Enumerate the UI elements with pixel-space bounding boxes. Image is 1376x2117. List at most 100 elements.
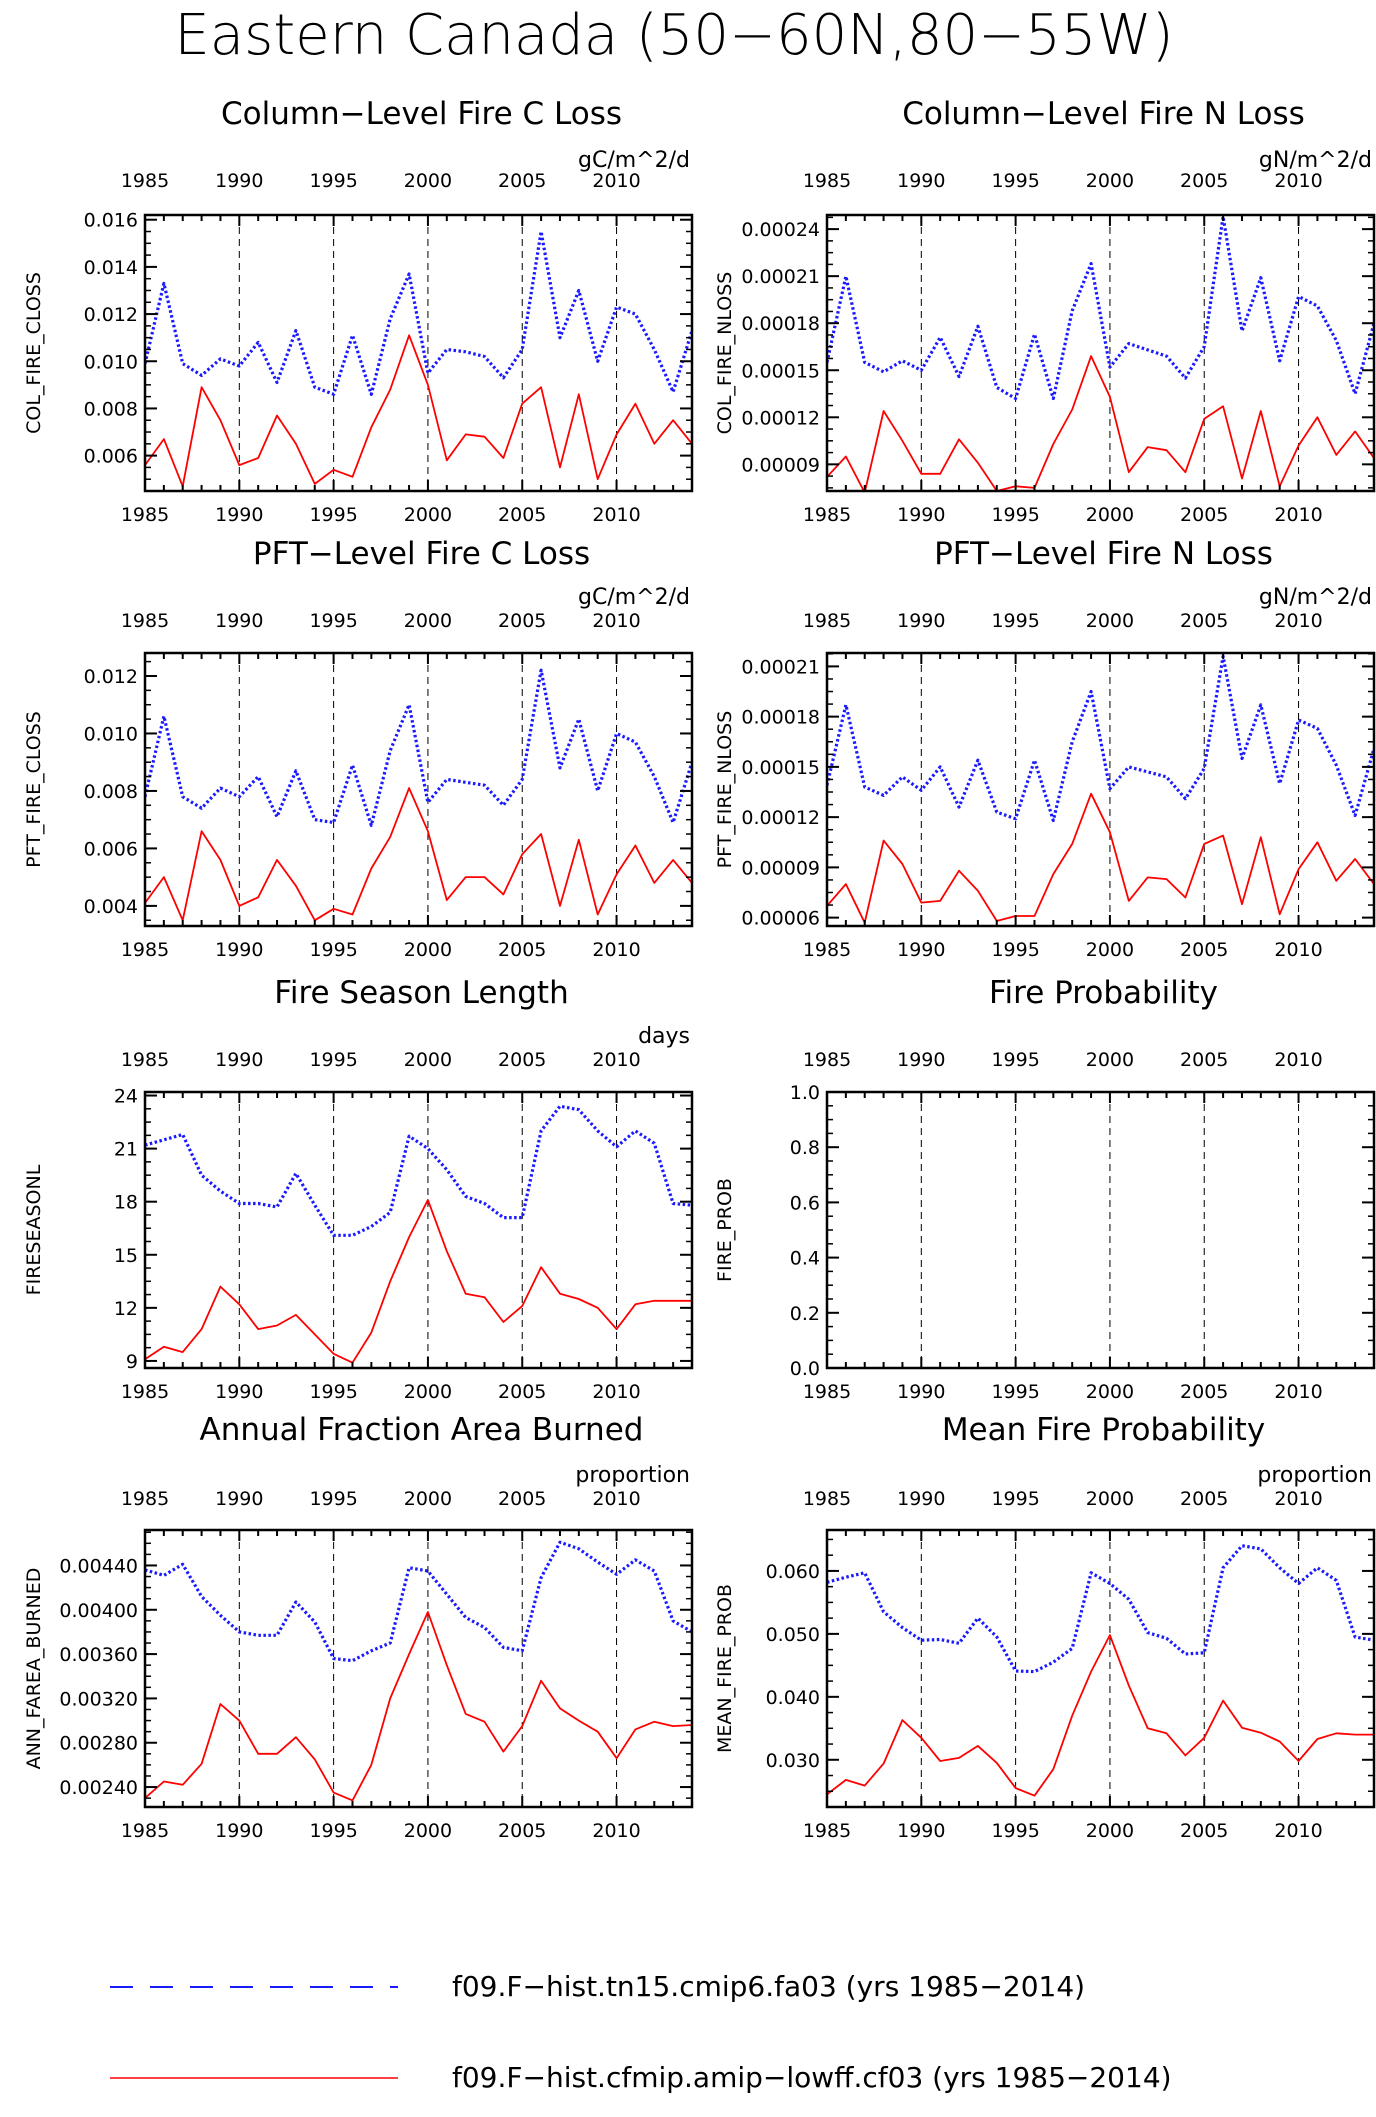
y-tick-label: 0.00024 [741,219,820,241]
x-tick-label-bottom: 2000 [404,1381,452,1403]
x-tick-label-bottom: 2005 [498,1381,546,1403]
series-line-fa03 [827,1544,1374,1674]
x-tick-label-top: 1990 [215,1049,263,1071]
x-tick-label-top: 2010 [1274,170,1322,192]
y-tick-label: 0.050 [766,1624,820,1646]
y-tick-label: 0.010 [84,351,138,373]
panel-units: proportion [575,1463,690,1488]
y-tick-label: 0.00400 [59,1600,138,1622]
y-tick-label: 0.00360 [59,1644,138,1666]
x-tick-label-top: 1990 [897,610,945,632]
x-tick-label-top: 1990 [897,1488,945,1510]
x-tick-label-bottom: 2005 [498,1820,546,1842]
x-tick-label-bottom: 1995 [991,1381,1039,1403]
panel-title: PFT−Level Fire C Loss [253,536,590,572]
x-tick-label-bottom: 1990 [897,504,945,526]
series-line-fa03 [145,668,692,828]
x-tick-label-top: 2010 [592,1488,640,1510]
x-tick-label-bottom: 1995 [309,1381,357,1403]
x-tick-label-top: 1990 [897,170,945,192]
x-tick-label-top: 2000 [1086,170,1134,192]
x-tick-label-bottom: 2000 [1086,939,1134,961]
x-tick-label-bottom: 2005 [1180,504,1228,526]
x-tick-label-top: 2010 [592,610,640,632]
series-line-fa03 [145,1540,692,1663]
y-tick-label: 0.6 [790,1192,820,1214]
x-tick-label-bottom: 2005 [1180,1820,1228,1842]
legend-label: f09.F−hist.tn15.cmip6.fa03 (yrs 1985−201… [452,1970,1085,2003]
x-tick-label-top: 2000 [404,1049,452,1071]
x-tick-label-top: 1995 [309,1488,357,1510]
x-tick-label-top: 1990 [897,1049,945,1071]
panel-title: Mean Fire Probability [942,1412,1265,1448]
x-tick-label-top: 1985 [803,1049,851,1071]
x-tick-label-top: 1995 [309,170,357,192]
y-tick-label: 24 [114,1086,138,1108]
y-tick-label: 0.014 [84,257,138,279]
panel-7: Annual Fraction Area Burned proportion 198… [23,1412,694,1842]
x-tick-label-bottom: 2000 [1086,1381,1134,1403]
x-tick-label-top: 1990 [215,170,263,192]
y-tick-label: 0.008 [84,398,138,420]
x-tick-label-top: 1985 [121,1049,169,1071]
panel-1: Column−Level Fire C Loss gC/m^2/d 1985 1985… [23,96,694,526]
x-tick-label-bottom: 1995 [309,504,357,526]
series-line-cf03 [827,792,1374,924]
x-tick-label-bottom: 1985 [121,939,169,961]
x-tick-label-bottom: 2000 [1086,504,1134,526]
x-tick-label-bottom: 1985 [803,1820,851,1842]
x-tick-label-top: 2000 [1086,1049,1134,1071]
x-tick-label-bottom: 2005 [1180,1381,1228,1403]
y-tick-label: 0.2 [790,1303,820,1325]
x-tick-label-bottom: 2010 [1274,1820,1322,1842]
x-tick-label-top: 2000 [1086,610,1134,632]
y-tick-label: 0.00440 [59,1555,138,1577]
x-tick-label-bottom: 2010 [1274,1381,1322,1403]
series-line-fa03 [145,1104,692,1237]
y-axis-label: FIRE_PROB [714,1178,736,1282]
series-line-cf03 [145,334,692,488]
panel-units: gC/m^2/d [578,585,690,610]
y-tick-label: 0.0 [790,1358,820,1380]
panel-5: Fire Season Length days 1985 1985 1990 1990 19… [23,975,694,1403]
x-tick-label-bottom: 1985 [121,1381,169,1403]
x-tick-label-bottom: 1990 [215,1381,263,1403]
y-tick-label: 9 [126,1351,138,1373]
y-tick-label: 0.00240 [59,1777,138,1799]
series-line-cf03 [827,1634,1374,1797]
panel-title: Column−Level Fire N Loss [902,96,1305,132]
y-axis-label: MEAN_FIRE_PROB [714,1584,736,1753]
legend-item-1: f09.F−hist.tn15.cmip6.fa03 (yrs 1985−201… [110,1970,1085,2003]
y-tick-label: 0.00018 [741,313,820,335]
x-tick-label-top: 2010 [592,170,640,192]
y-tick-label: 0.006 [84,838,138,860]
x-tick-label-bottom: 1990 [897,1381,945,1403]
x-tick-label-top: 1990 [215,610,263,632]
x-tick-label-bottom: 2005 [1180,939,1228,961]
x-tick-label-top: 2010 [1274,610,1322,632]
x-tick-label-top: 1995 [991,1488,1039,1510]
x-tick-label-bottom: 1985 [121,1820,169,1842]
panel-title: PFT−Level Fire N Loss [934,536,1273,572]
legend: f09.F−hist.tn15.cmip6.fa03 (yrs 1985−201… [110,1970,1172,2094]
x-tick-label-top: 1995 [309,610,357,632]
x-tick-label-top: 2000 [1086,1488,1134,1510]
y-tick-label: 0.008 [84,781,138,803]
x-tick-label-bottom: 2005 [498,504,546,526]
panel-units: gC/m^2/d [578,148,690,173]
panel-2: Column−Level Fire N Loss gN/m^2/d 1985 1985… [714,96,1376,526]
series-line-cf03 [145,1611,692,1802]
y-tick-label: 0.012 [84,666,138,688]
panel-6: Fire Probability 1985 1985 1990 1990 1995 1995… [714,975,1376,1403]
y-tick-label: 0.012 [84,304,138,326]
y-tick-label: 0.00320 [59,1688,138,1710]
x-tick-label-bottom: 2010 [1274,504,1322,526]
panel-title: Annual Fraction Area Burned [200,1412,644,1448]
x-tick-label-top: 2005 [1180,610,1228,632]
x-tick-label-bottom: 1995 [309,1820,357,1842]
y-tick-label: 0.030 [766,1750,820,1772]
x-tick-label-top: 2005 [1180,1488,1228,1510]
panel-units: gN/m^2/d [1259,148,1372,173]
plot-frame [825,1090,1376,1370]
y-tick-label: 0.00012 [741,407,820,429]
